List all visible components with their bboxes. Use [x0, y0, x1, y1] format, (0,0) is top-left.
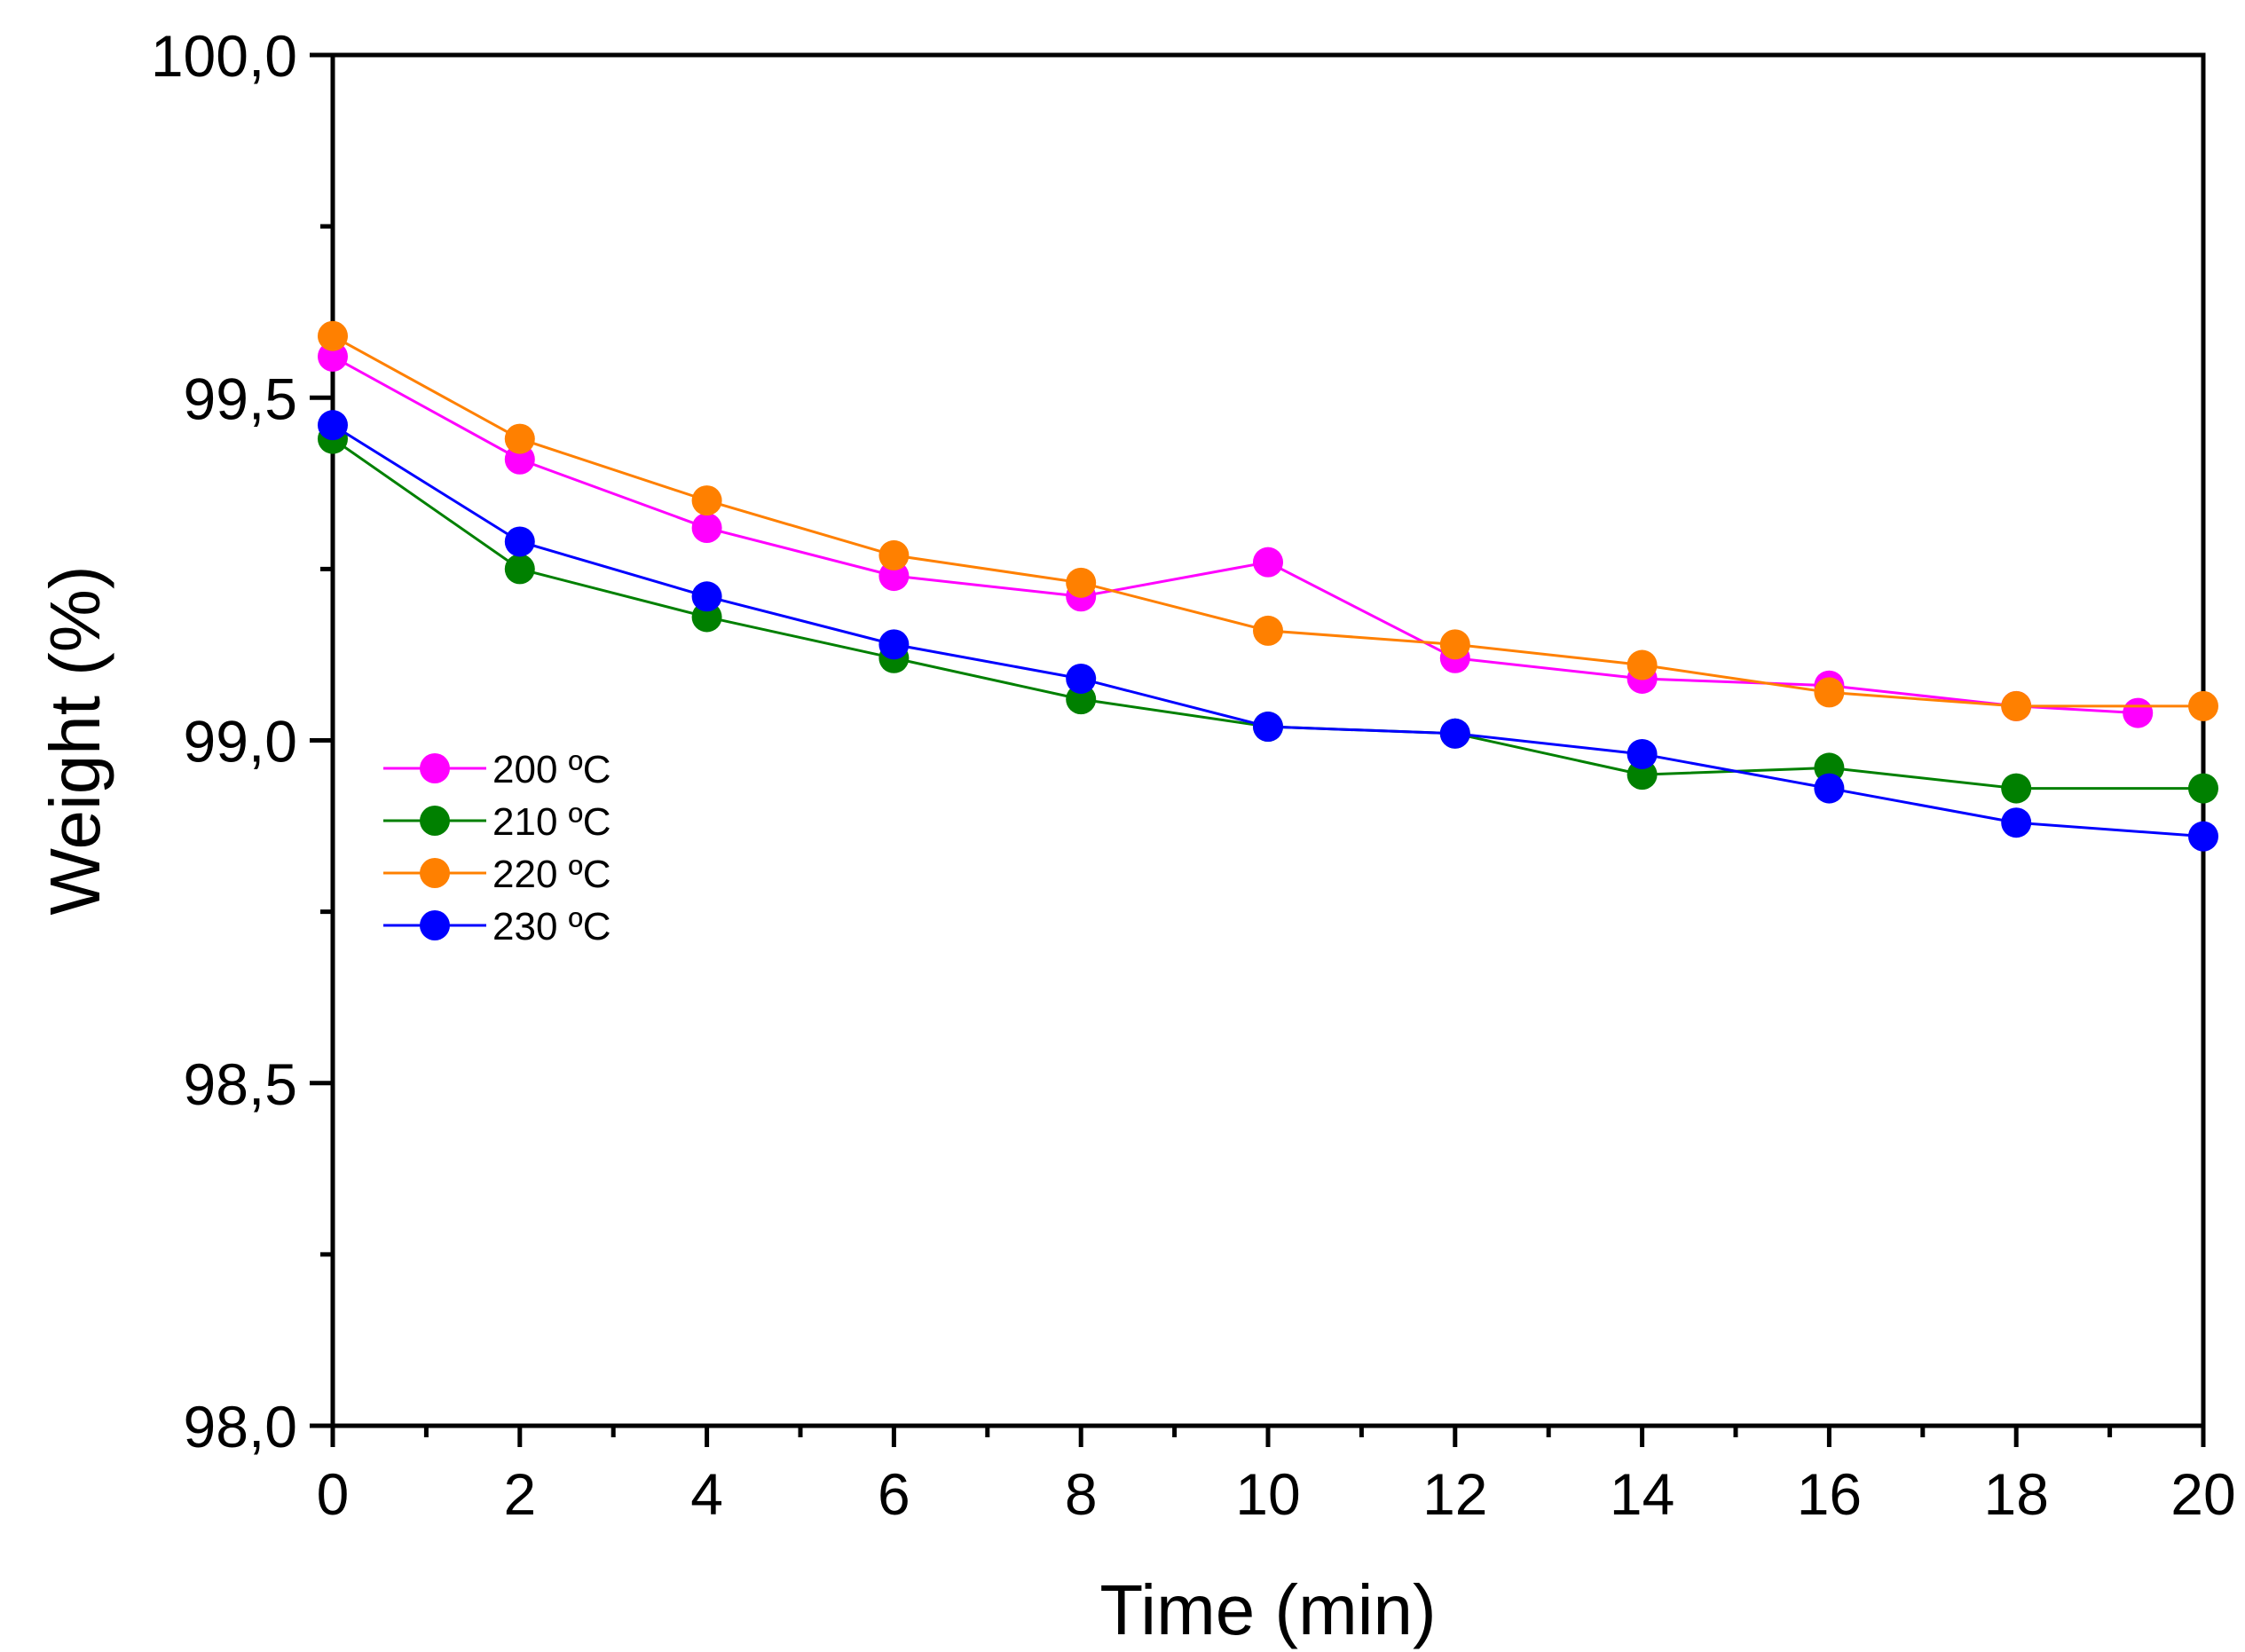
x-tick-label: 2 [503, 1461, 536, 1527]
y-tick-label: 98,5 [184, 1051, 297, 1117]
data-point [1439, 629, 1470, 660]
data-point [1814, 677, 1845, 708]
data-point [1066, 567, 1097, 598]
data-point [2001, 690, 2032, 721]
legend-item: 220 ºC [383, 853, 610, 896]
series-1 [318, 423, 2218, 804]
legend-marker [420, 858, 450, 888]
data-point [504, 554, 535, 585]
legend-item: 210 ºC [383, 800, 610, 844]
data-point [878, 539, 910, 570]
data-point [2123, 697, 2154, 728]
data-point [504, 423, 535, 454]
legend-label: 200 ºC [492, 748, 610, 791]
x-tick-label: 12 [1422, 1461, 1487, 1527]
legend-label: 220 ºC [492, 853, 610, 896]
series-0 [318, 341, 2154, 728]
y-tick-label: 98,0 [184, 1394, 297, 1459]
legend: 200 ºC 210 ºC 220 ºC 230 ºC [383, 748, 610, 948]
y-tick-label: 100,0 [151, 23, 297, 89]
data-point [2188, 773, 2218, 804]
data-point [691, 485, 722, 516]
data-point [1066, 663, 1097, 694]
series-2 [318, 320, 2218, 721]
data-point [1253, 615, 1283, 646]
x-tick-label: 10 [1235, 1461, 1300, 1527]
legend-marker [420, 806, 450, 836]
x-tick-label: 8 [1065, 1461, 1098, 1527]
legend-marker [420, 910, 450, 940]
data-point [1814, 773, 1845, 804]
y-tick-label: 99,0 [184, 709, 297, 775]
x-tick-label: 14 [1610, 1461, 1674, 1527]
x-tick-label: 6 [878, 1461, 910, 1527]
legend-marker [420, 753, 450, 783]
data-point [1627, 738, 1658, 769]
legend-label: 230 ºC [492, 905, 610, 948]
x-tick-label: 4 [690, 1461, 723, 1527]
data-point [691, 581, 722, 612]
x-tick-label: 20 [2170, 1461, 2235, 1527]
series-3 [318, 410, 2218, 852]
data-point [1439, 718, 1470, 749]
data-point [691, 513, 722, 544]
legend-label: 210 ºC [492, 800, 610, 844]
axes: 0 2 4 6 8 10 12 14 16 18 20 98,0 98,5 99,0 99,5 100,0 [151, 23, 2236, 1527]
data-point [2001, 807, 2032, 838]
data-point [2001, 773, 2032, 804]
x-tick-label: 0 [317, 1461, 350, 1527]
x-tick-label: 16 [1797, 1461, 1862, 1527]
data-point [318, 410, 348, 441]
legend-item: 230 ºC [383, 905, 610, 948]
plot-series [318, 320, 2218, 852]
x-tick-label: 18 [1983, 1461, 2048, 1527]
y-tick-label: 99,5 [184, 366, 297, 431]
data-point [504, 526, 535, 557]
series-line [332, 355, 2139, 715]
data-point [1627, 649, 1658, 680]
series-line [332, 334, 2203, 708]
data-point [318, 320, 348, 351]
data-point [1253, 547, 1283, 578]
legend-item: 200 ºC [383, 748, 610, 791]
data-point [1253, 712, 1283, 743]
data-point [2188, 690, 2218, 721]
data-point [2188, 821, 2218, 852]
data-point [878, 629, 910, 660]
y-axis-title: Weight (%) [35, 565, 114, 915]
x-axis-title: Time (min) [1099, 1570, 1436, 1649]
